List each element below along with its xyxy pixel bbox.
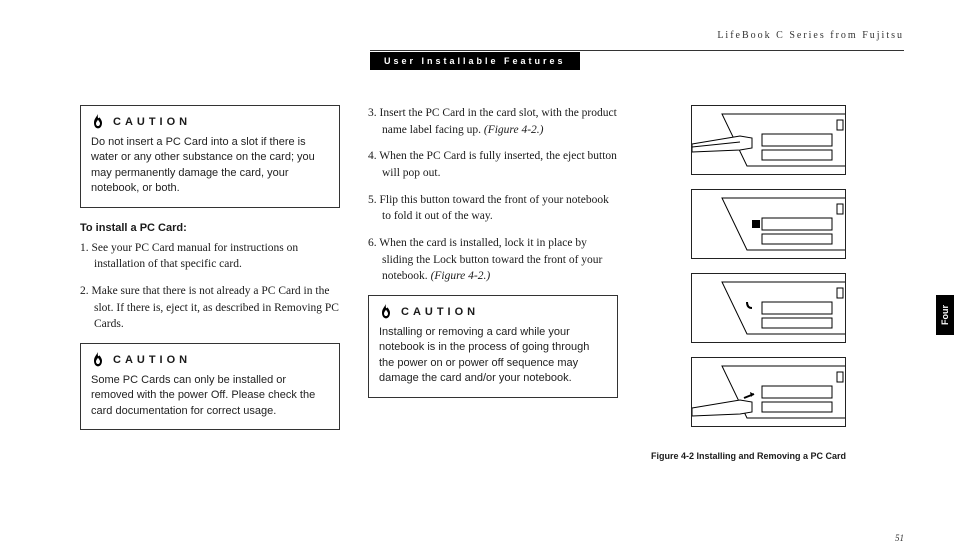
caution-box-3: CAUTION Installing or removing a card wh… (368, 295, 618, 398)
page-number: 51 (895, 533, 904, 543)
figure-ref: (Figure 4-2.) (431, 270, 491, 282)
flame-icon (91, 114, 105, 130)
figure-ref: (Figure 4-2.) (484, 124, 544, 136)
caution-box-2: CAUTION Some PC Cards can only be instal… (80, 343, 340, 430)
caution-text: Do not insert a PC Card into a slot if t… (91, 135, 329, 197)
figure-panel-1 (691, 105, 846, 175)
column-3: Figure 4-2 Installing and Removing a PC … (646, 105, 846, 461)
column-1: CAUTION Do not insert a PC Card into a s… (80, 105, 340, 461)
flame-icon (91, 352, 105, 368)
caution-title: CAUTION (113, 354, 191, 366)
header-rule (370, 50, 904, 51)
figure-panel-2 (691, 189, 846, 259)
step-2: 2. Make sure that there is not already a… (80, 283, 340, 333)
step-1: 1. See your PC Card manual for instructi… (80, 240, 340, 273)
install-subhead: To install a PC Card: (80, 222, 340, 234)
figure-panel-3 (691, 273, 846, 343)
caution-title: CAUTION (401, 306, 479, 318)
column-2: 3. Insert the PC Card in the card slot, … (368, 105, 618, 461)
laptop-slot-illustration (692, 106, 846, 175)
step-3: 3. Insert the PC Card in the card slot, … (368, 105, 618, 138)
caution-title: CAUTION (113, 116, 191, 128)
caution-header: CAUTION (91, 114, 329, 130)
caution-header: CAUTION (91, 352, 329, 368)
caution-header: CAUTION (379, 304, 607, 320)
document-page: LifeBook C Series from Fujitsu User Inst… (0, 0, 954, 557)
laptop-slot-illustration (692, 190, 846, 259)
caution-box-1: CAUTION Do not insert a PC Card into a s… (80, 105, 340, 208)
figure-caption: Figure 4-2 Installing and Removing a PC … (651, 451, 846, 461)
caution-text: Installing or removing a card while your… (379, 325, 607, 387)
chapter-side-tab: Four (936, 295, 954, 335)
laptop-slot-illustration (692, 358, 846, 427)
figure-panel-4 (691, 357, 846, 427)
figure-stack: Figure 4-2 Installing and Removing a PC … (646, 105, 846, 461)
laptop-slot-illustration (692, 274, 846, 343)
section-tab: User Installable Features (370, 52, 580, 70)
flame-icon (379, 304, 393, 320)
caution-text: Some PC Cards can only be installed or r… (91, 373, 329, 419)
step-6: 6. When the card is installed, lock it i… (368, 235, 618, 285)
step-4: 4. When the PC Card is fully inserted, t… (368, 148, 618, 181)
content-columns: CAUTION Do not insert a PC Card into a s… (80, 105, 914, 461)
step-5: 5. Flip this button toward the front of … (368, 192, 618, 225)
header-product-line: LifeBook C Series from Fujitsu (717, 30, 904, 41)
